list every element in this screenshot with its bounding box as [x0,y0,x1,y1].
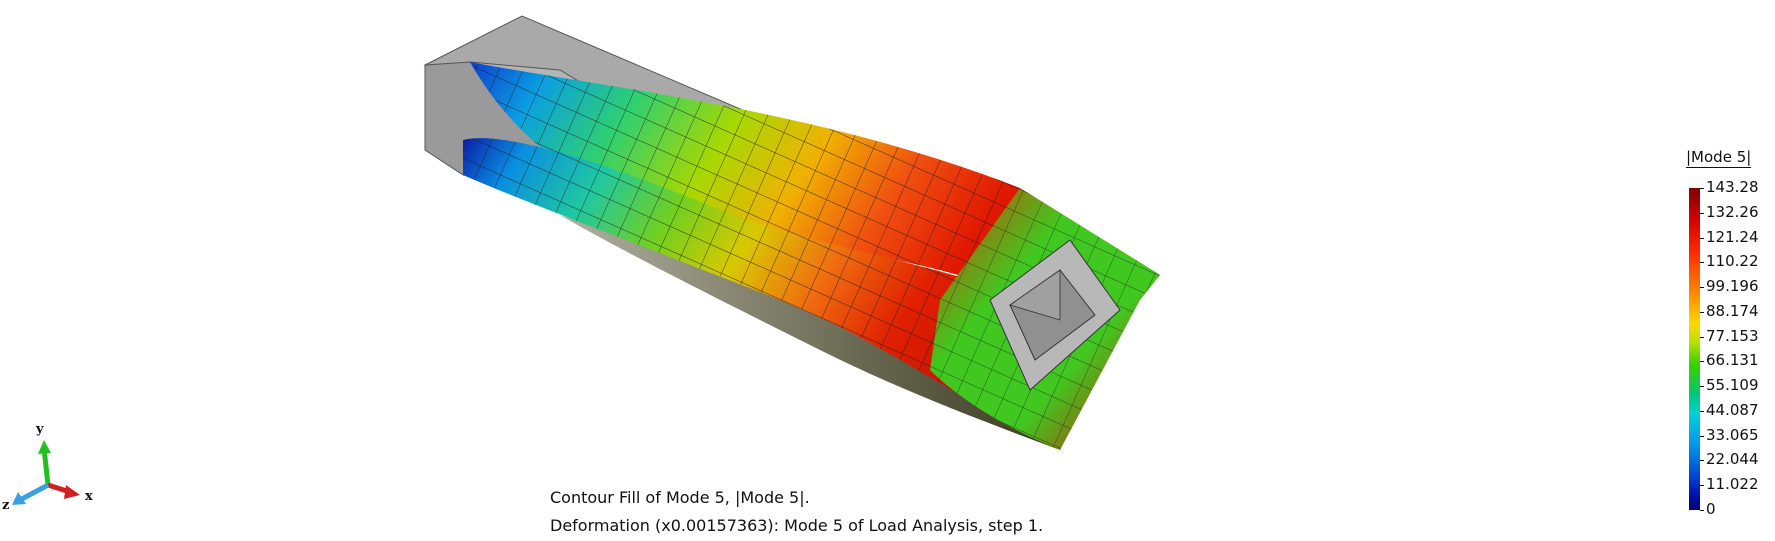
legend-tick-mark [1700,212,1704,214]
legend-tick-label: 110.22 [1706,252,1759,271]
legend-tick-mark [1700,460,1704,462]
y-axis-arrow [41,447,51,486]
triad-y-label: y [35,422,44,437]
legend-tick-mark [1700,435,1704,437]
legend-tick-mark [1700,237,1704,239]
legend-tick-mark [1700,510,1704,511]
contour-legend: |Mode 5| 143.28 132.26 121.24 110.22 99.196 8… [1678,148,1773,523]
legend-tick-label: 44.087 [1706,400,1759,419]
z-axis-arrow [18,482,50,503]
legend-tick-label: 55.109 [1706,376,1759,395]
legend-tick-mark [1700,410,1704,412]
triad-z-label: z [2,498,9,510]
fea-model [423,15,1160,450]
legend-tick-label: 66.131 [1706,351,1759,370]
end-plate-core [1009,269,1061,321]
y-arrowhead [38,440,51,454]
legend-tick-mark [1700,311,1704,313]
deformation-caption: Deformation (x0.00157363): Mode 5 of Loa… [550,516,1044,535]
legend-tick-mark [1700,485,1704,487]
legend-tick-label: 88.174 [1706,301,1759,320]
x-arrowhead [64,485,80,499]
legend-tick-mark [1700,188,1704,189]
axis-triad: y x z [0,420,110,513]
legend-colorbar [1689,188,1700,510]
legend-tick-label: 22.044 [1706,450,1759,469]
legend-tick-label: 143.28 [1706,178,1759,196]
legend-tick-label: 99.196 [1706,277,1759,296]
legend-tick-mark [1700,386,1704,388]
contour-caption: Contour Fill of Mode 5, |Mode 5|. [550,488,810,507]
legend-title: |Mode 5| [1686,148,1752,168]
legend-tick-label: 121.24 [1706,227,1759,246]
legend-tick-label: 11.022 [1706,475,1759,494]
legend-tick-label: 132.26 [1706,202,1759,221]
legend-tick-mark [1700,262,1704,264]
legend-tick-mark [1700,336,1704,338]
legend-tick-mark [1700,287,1704,289]
z-arrowhead [12,492,26,505]
shadow-underside [560,215,1060,450]
beam-end-face [930,188,1160,450]
legend-tick-label: 0 [1706,500,1716,518]
legend-tick-label: 33.065 [1706,425,1759,444]
legend-tick-mark [1700,361,1704,363]
legend-tick-label: 77.153 [1706,326,1759,345]
triad-x-label: x [85,489,93,504]
